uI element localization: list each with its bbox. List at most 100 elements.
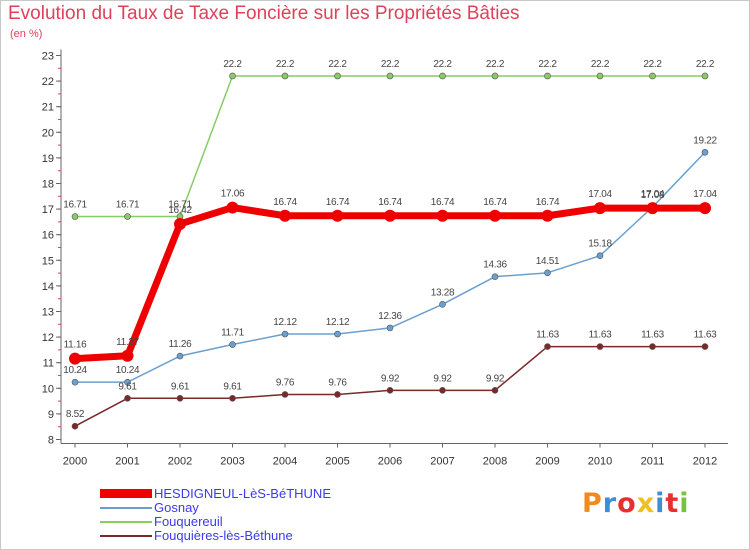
data-point-hesdigneul bbox=[436, 209, 449, 222]
data-point-hesdigneul bbox=[174, 217, 186, 230]
data-point-gosnay bbox=[281, 330, 289, 338]
data-label-fouquieres: 9.92 bbox=[486, 373, 505, 384]
data-label-fouquieres: 9.92 bbox=[433, 373, 452, 384]
data-point-gosnay bbox=[176, 352, 184, 360]
data-point-gosnay bbox=[334, 330, 341, 338]
data-point-fouquereuil bbox=[491, 72, 499, 80]
y-tick-label: 22 bbox=[42, 76, 54, 88]
data-label-gosnay: 10.24 bbox=[116, 365, 140, 376]
data-label-gosnay: 12.12 bbox=[326, 317, 350, 328]
x-tick-label: 2009 bbox=[535, 456, 559, 468]
logo-letter: t bbox=[665, 488, 680, 519]
line-chart: 8 9 10 11 12 13 14 15 16 17 18 19 20 21 22 23 2000 2001 20… bbox=[42, 49, 728, 468]
data-point-fouquereuil bbox=[701, 72, 709, 80]
data-point-fouquieres bbox=[334, 391, 341, 398]
data-point-fouquereuil bbox=[596, 72, 604, 80]
data-label-hesdigneul: 16.74 bbox=[536, 197, 560, 208]
y-tick-label: 12 bbox=[42, 332, 54, 344]
legend-item-gosnay: Gosnay bbox=[100, 500, 400, 516]
data-point-hesdigneul bbox=[69, 352, 81, 365]
data-label-fouquereuil: 22.2 bbox=[591, 59, 610, 70]
data-label-fouquieres: 11.63 bbox=[589, 330, 613, 341]
y-tick-label: 23 bbox=[42, 51, 54, 63]
y-tick-label: 16 bbox=[42, 230, 54, 242]
data-label-gosnay: 17.08 bbox=[641, 190, 665, 201]
data-label-fouquieres: 11.63 bbox=[694, 330, 718, 341]
data-label-fouquieres: 8.52 bbox=[66, 409, 85, 420]
x-tick-label: 2004 bbox=[273, 456, 297, 468]
data-label-fouquereuil: 22.2 bbox=[696, 59, 715, 70]
logo-letter: i bbox=[655, 488, 666, 519]
data-point-fouquereuil bbox=[71, 213, 79, 220]
legend-label-gosnay: Gosnay bbox=[154, 500, 199, 515]
data-label-gosnay: 13.28 bbox=[431, 287, 455, 298]
data-point-gosnay bbox=[439, 301, 446, 308]
data-point-fouquereuil bbox=[649, 72, 656, 80]
data-label-hesdigneul: 17.04 bbox=[641, 189, 665, 200]
y-tick-label: 20 bbox=[42, 127, 54, 139]
logo-letter: P bbox=[582, 488, 603, 519]
data-point-fouquieres bbox=[229, 394, 236, 402]
data-label-fouquereuil: 22.2 bbox=[223, 59, 242, 70]
logo-letter: i bbox=[679, 488, 690, 519]
data-label-gosnay: 19.22 bbox=[693, 135, 717, 146]
data-point-fouquieres bbox=[544, 343, 551, 350]
data-label-hesdigneul: 17.04 bbox=[588, 189, 612, 200]
data-point-fouquieres bbox=[71, 422, 79, 430]
logo-letter: r bbox=[602, 488, 618, 519]
data-point-hesdigneul bbox=[384, 209, 396, 222]
data-label-gosnay: 10.24 bbox=[63, 365, 87, 376]
data-label-gosnay: 11.26 bbox=[169, 339, 193, 350]
data-label-fouquieres: 11.63 bbox=[536, 330, 560, 341]
data-label-hesdigneul: 16.74 bbox=[431, 197, 455, 208]
data-point-fouquereuil bbox=[544, 72, 551, 80]
data-label-fouquereuil: 22.2 bbox=[486, 59, 505, 70]
data-point-gosnay bbox=[229, 341, 236, 348]
data-point-hesdigneul bbox=[331, 209, 344, 222]
data-point-fouquieres bbox=[176, 394, 184, 402]
data-point-hesdigneul bbox=[541, 209, 554, 222]
data-label-hesdigneul: 16.42 bbox=[168, 205, 192, 216]
data-label-gosnay: 11.71 bbox=[221, 328, 245, 339]
data-label-hesdigneul: 16.74 bbox=[483, 197, 507, 208]
logo-letter: o bbox=[617, 488, 637, 519]
y-tick-label: 14 bbox=[42, 281, 54, 293]
x-tick-label: 2006 bbox=[378, 456, 402, 468]
legend-label-hesdigneul: HESDIGNEUL-LèS-BéTHUNE bbox=[154, 486, 331, 501]
y-tick-label: 17 bbox=[42, 204, 54, 216]
x-tick-label: 2002 bbox=[168, 456, 192, 468]
legend-item-fouquereuil: Fouquereuil bbox=[100, 514, 400, 530]
data-point-gosnay bbox=[386, 324, 394, 332]
x-tick-label: 2011 bbox=[641, 456, 665, 468]
legend-swatch-hesdigneul bbox=[100, 489, 152, 498]
legend-item-hesdigneul: HESDIGNEUL-LèS-BéTHUNE bbox=[100, 486, 400, 502]
data-label-fouquereuil: 16.71 bbox=[116, 200, 140, 211]
data-label-fouquieres: 9.61 bbox=[118, 381, 137, 392]
legend-label-fouquieres: Fouquières-lès-Béthune bbox=[154, 528, 293, 543]
data-point-fouquieres bbox=[124, 394, 131, 402]
data-label-hesdigneul: 17.06 bbox=[221, 189, 245, 200]
data-label-gosnay: 15.18 bbox=[588, 239, 612, 250]
data-label-fouquieres: 11.63 bbox=[641, 330, 665, 341]
y-tick-label: 18 bbox=[42, 179, 54, 191]
y-tick-label: 11 bbox=[43, 358, 54, 370]
data-label-fouquereuil: 22.2 bbox=[643, 59, 662, 70]
data-label-fouquieres: 9.76 bbox=[328, 377, 347, 388]
data-label-hesdigneul: 16.74 bbox=[378, 197, 402, 208]
data-point-fouquieres bbox=[596, 343, 604, 350]
data-label-fouquieres: 9.61 bbox=[171, 381, 190, 392]
y-tick-label: 8 bbox=[48, 435, 54, 447]
data-label-hesdigneul: 16.74 bbox=[273, 197, 297, 208]
data-point-gosnay bbox=[596, 252, 604, 259]
data-point-fouquereuil bbox=[386, 72, 394, 80]
data-label-gosnay: 12.12 bbox=[273, 317, 297, 328]
data-label-fouquereuil: 22.2 bbox=[433, 59, 452, 70]
data-point-fouquereuil bbox=[229, 72, 236, 80]
x-tick-label: 2010 bbox=[588, 456, 612, 468]
chart-title: Evolution du Taux de Taxe Foncière sur l… bbox=[8, 3, 520, 24]
data-point-hesdigneul bbox=[594, 202, 606, 215]
data-point-fouquereuil bbox=[124, 213, 131, 220]
chart-subtitle: (en %) bbox=[10, 28, 43, 40]
data-point-hesdigneul bbox=[699, 202, 711, 215]
data-point-fouquieres bbox=[649, 343, 656, 350]
